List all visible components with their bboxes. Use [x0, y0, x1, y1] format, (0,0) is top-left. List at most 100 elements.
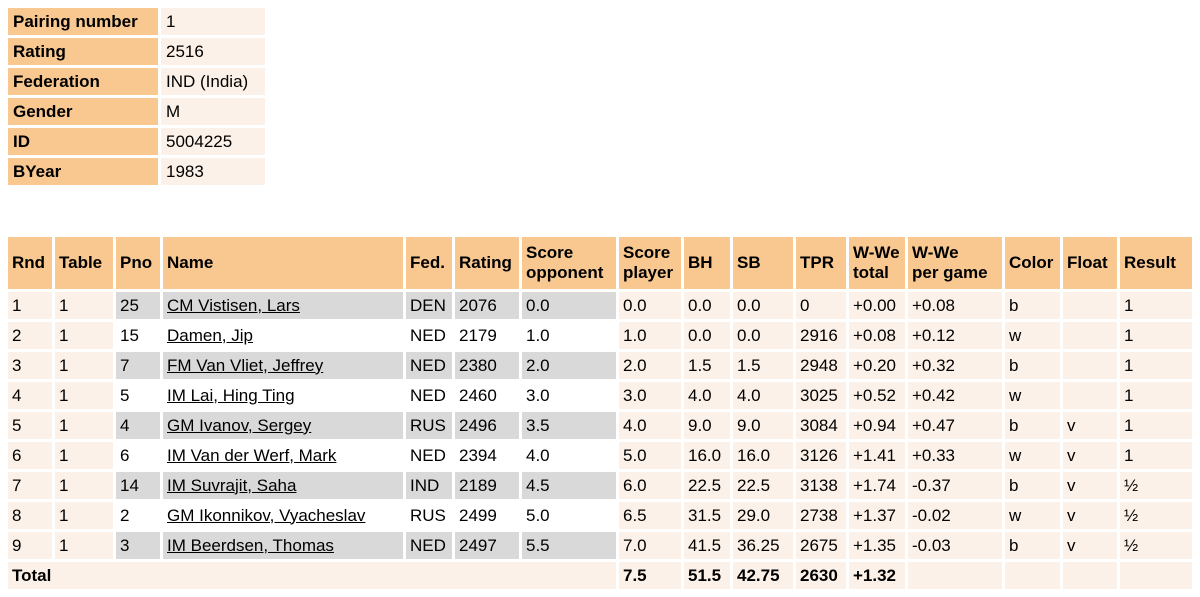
cell-table: 1 [55, 322, 113, 349]
cell-score-opponent: 5.5 [522, 532, 616, 559]
cell-color: w [1005, 502, 1060, 529]
cell-bh: 4.0 [684, 382, 730, 409]
player-info-row: Gender M [8, 98, 265, 125]
cell-rnd: 4 [8, 382, 52, 409]
cell-rnd: 7 [8, 472, 52, 499]
cell-wwe-total: +0.08 [849, 322, 905, 349]
cell-score-opponent: 4.5 [522, 472, 616, 499]
results-body: 1 1 25 CM Vistisen, Lars DEN 2076 0.0 0.0 0.0 0.0… [8, 292, 1192, 589]
cell-bh: 41.5 [684, 532, 730, 559]
cell-name: IM Suvrajit, Saha [163, 472, 403, 499]
cell-name: GM Ivanov, Sergey [163, 412, 403, 439]
opponent-name-link[interactable]: Damen, Jip [167, 325, 253, 345]
cell-score-opponent: 3.0 [522, 382, 616, 409]
cell-pno: 6 [116, 442, 160, 469]
cell-bh: 1.5 [684, 352, 730, 379]
cell-rating: 2380 [455, 352, 519, 379]
cell-rnd: 6 [8, 442, 52, 469]
cell-result: ½ [1120, 532, 1192, 559]
opponent-name-link[interactable]: IM Suvrajit, Saha [167, 475, 297, 495]
cell-wwe-total: +0.52 [849, 382, 905, 409]
cell-pno: 2 [116, 502, 160, 529]
total-cell-sb: 42.75 [733, 562, 793, 589]
opponent-name-link[interactable]: GM Ivanov, Sergey [167, 415, 312, 435]
cell-score-player: 7.0 [619, 532, 681, 559]
cell-bh: 31.5 [684, 502, 730, 529]
cell-name: Damen, Jip [163, 322, 403, 349]
cell-table: 1 [55, 412, 113, 439]
cell-float: v [1063, 502, 1117, 529]
cell-wwe-per-game: +0.08 [908, 292, 1002, 319]
total-cell-color [1005, 562, 1060, 589]
cell-color: b [1005, 292, 1060, 319]
cell-score-player: 1.0 [619, 322, 681, 349]
opponent-name-link[interactable]: IM Beerdsen, Thomas [167, 535, 334, 555]
cell-sb: 4.0 [733, 382, 793, 409]
cell-rnd: 2 [8, 322, 52, 349]
cell-rnd: 5 [8, 412, 52, 439]
cell-pno: 25 [116, 292, 160, 319]
opponent-name-link[interactable]: GM Ikonnikov, Vyacheslav [167, 505, 366, 525]
opponent-name-link[interactable]: CM Vistisen, Lars [167, 295, 300, 315]
cell-wwe-total: +0.20 [849, 352, 905, 379]
cell-score-opponent: 2.0 [522, 352, 616, 379]
opponent-name-link[interactable]: IM Lai, Hing Ting [167, 385, 295, 405]
cell-table: 1 [55, 532, 113, 559]
column-header-float: Float [1063, 237, 1117, 289]
cell-float: v [1063, 472, 1117, 499]
cell-table: 1 [55, 292, 113, 319]
player-info-label: Pairing number [8, 8, 158, 35]
cell-bh: 16.0 [684, 442, 730, 469]
cell-score-player: 0.0 [619, 292, 681, 319]
cell-wwe-per-game: +0.33 [908, 442, 1002, 469]
cell-wwe-per-game: +0.42 [908, 382, 1002, 409]
cell-tpr: 0 [796, 292, 846, 319]
column-header-bh: BH [684, 237, 730, 289]
table-row: 7 1 14 IM Suvrajit, Saha IND 2189 4.5 6.0 22.5 22… [8, 472, 1192, 499]
player-info-label: BYear [8, 158, 158, 185]
cell-sb: 9.0 [733, 412, 793, 439]
cell-wwe-per-game: +0.47 [908, 412, 1002, 439]
cell-score-player: 6.5 [619, 502, 681, 529]
cell-sb: 29.0 [733, 502, 793, 529]
cell-float [1063, 382, 1117, 409]
opponent-name-link[interactable]: FM Van Vliet, Jeffrey [167, 355, 324, 375]
cell-score-opponent: 3.5 [522, 412, 616, 439]
cell-color: b [1005, 352, 1060, 379]
table-row: 8 1 2 GM Ikonnikov, Vyacheslav RUS 2499 5.0 6.5… [8, 502, 1192, 529]
table-row: 2 1 15 Damen, Jip NED 2179 1.0 1.0 0.0 0.0 2916 +0.… [8, 322, 1192, 349]
table-row: 3 1 7 FM Van Vliet, Jeffrey NED 2380 2.0 2.0 1.5… [8, 352, 1192, 379]
total-cell-result [1120, 562, 1192, 589]
cell-score-player: 5.0 [619, 442, 681, 469]
opponent-name-link[interactable]: IM Van der Werf, Mark [167, 445, 337, 465]
cell-tpr: 2948 [796, 352, 846, 379]
cell-result: 1 [1120, 322, 1192, 349]
cell-rnd: 1 [8, 292, 52, 319]
player-info-row: Federation IND (India) [8, 68, 265, 95]
cell-color: w [1005, 322, 1060, 349]
player-info-label: ID [8, 128, 158, 155]
cell-name: CM Vistisen, Lars [163, 292, 403, 319]
cell-score-player: 4.0 [619, 412, 681, 439]
cell-score-opponent: 0.0 [522, 292, 616, 319]
cell-rating: 2394 [455, 442, 519, 469]
column-header-pno: Pno [116, 237, 160, 289]
player-info-label: Gender [8, 98, 158, 125]
cell-fed: RUS [406, 502, 452, 529]
player-info-label: Rating [8, 38, 158, 65]
cell-float [1063, 292, 1117, 319]
cell-table: 1 [55, 382, 113, 409]
cell-wwe-per-game: +0.32 [908, 352, 1002, 379]
cell-result: ½ [1120, 472, 1192, 499]
column-header-sb: SB [733, 237, 793, 289]
cell-pno: 7 [116, 352, 160, 379]
cell-score-opponent: 1.0 [522, 322, 616, 349]
cell-tpr: 2738 [796, 502, 846, 529]
cell-tpr: 3126 [796, 442, 846, 469]
cell-wwe-total: +0.00 [849, 292, 905, 319]
cell-wwe-per-game: -0.02 [908, 502, 1002, 529]
player-info-table: Pairing number 1 Rating 2516 Federation IND (… [5, 5, 268, 188]
cell-name: IM Van der Werf, Mark [163, 442, 403, 469]
total-cell-wwe-total: +1.32 [849, 562, 905, 589]
results-table: Rnd Table Pno Name Fed. Rating Score opponent S… [5, 234, 1195, 592]
